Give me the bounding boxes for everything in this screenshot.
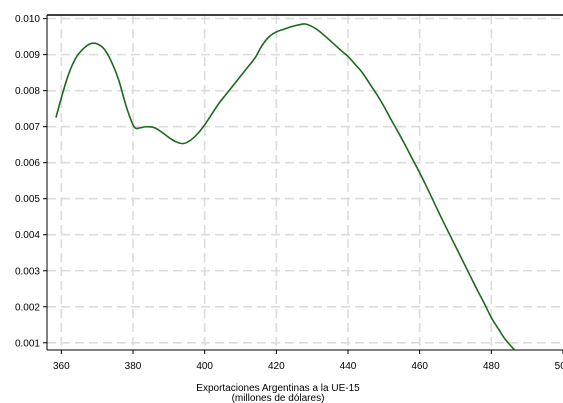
x-tick-label: 420: [268, 361, 285, 372]
x-tick-label: 460: [411, 361, 428, 372]
y-tick-label: 0.009: [15, 50, 40, 61]
x-tick-label: 440: [340, 361, 357, 372]
x-tick-label: 500: [555, 361, 563, 372]
y-tick-label: 0.004: [15, 230, 40, 241]
x-tick-label: 360: [53, 361, 70, 372]
y-tick-label: 0.007: [15, 122, 40, 133]
y-tick-label: 0.005: [15, 194, 40, 205]
x-tick-label: 480: [483, 361, 500, 372]
density-line: [55, 23, 516, 351]
x-axis-ticks: 360 380 400 420 440 460 480 500: [53, 350, 563, 372]
plot-frame: [46, 14, 563, 351]
x-tick-label: 380: [125, 361, 142, 372]
y-tick-label: 0.008: [15, 86, 40, 97]
y-tick-label: 0.003: [15, 266, 40, 277]
y-axis-ticks: 0.001 0.002 0.003 0.004 0.005 0.006 0.007 0.008…: [15, 14, 47, 349]
y-tick-label: 0.002: [15, 302, 40, 313]
x-axis-subtitle: (millones de dólares): [232, 393, 325, 403]
x-axis-title: Exportaciones Argentinas a la UE-15: [196, 383, 360, 394]
y-tick-label: 0.006: [15, 158, 40, 169]
x-tick-label: 400: [196, 361, 213, 372]
y-tick-label: 0.010: [15, 14, 40, 25]
grid: [47, 15, 563, 350]
y-tick-label: 0.001: [15, 338, 40, 349]
